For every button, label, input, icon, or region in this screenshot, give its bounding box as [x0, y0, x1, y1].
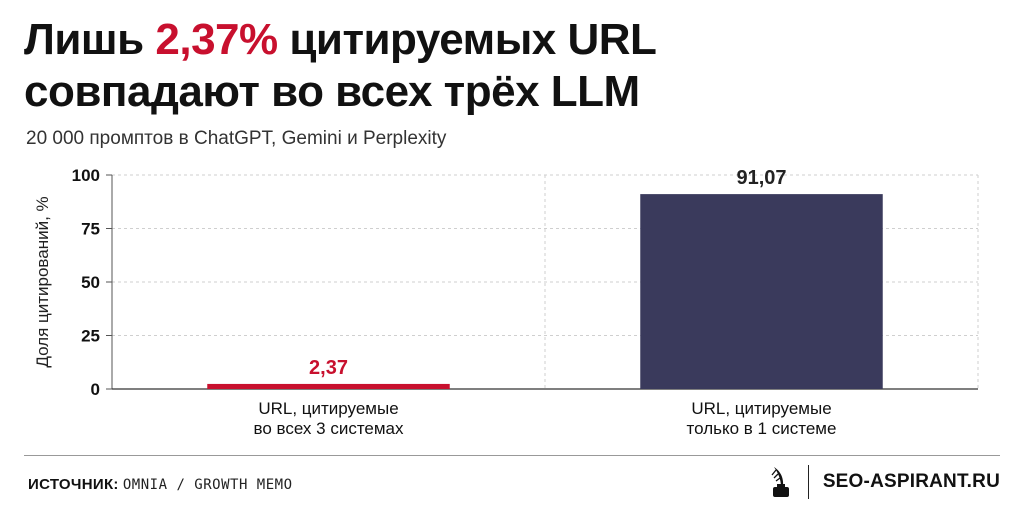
bar-chart: 0 25 50 75 100 Доля цитирований, % 2,37 URL, ци…	[33, 166, 979, 438]
chart-title: Лишь 2,37% цитируемых URL совпадают во в…	[24, 14, 657, 118]
x-tick-label: только в 1 системе	[687, 419, 837, 438]
brand-divider	[807, 465, 809, 499]
y-tick-label: 0	[91, 380, 100, 399]
data-label: 91,07	[736, 167, 786, 189]
inkwell-quill-icon	[771, 467, 789, 497]
brand-block: SEO-ASPIRANT.RU	[766, 464, 1000, 500]
y-axis-label: Доля цитирований, %	[33, 196, 52, 367]
y-tick-label: 25	[81, 327, 100, 346]
data-label: 2,37	[309, 357, 348, 379]
title-suffix: цитируемых URL	[277, 15, 657, 64]
y-tick-label: 50	[81, 273, 100, 292]
x-tick-label: URL, цитируемые	[258, 399, 398, 418]
y-tick-label: 75	[81, 220, 100, 239]
source-note: ИСТОЧНИК: OMNIA / GROWTH MEMO	[28, 476, 293, 493]
chart-subtitle: 20 000 промптов в ChatGPT, Gemini и Perp…	[26, 128, 447, 149]
title-line-2: совпадают во всех трёх LLM	[24, 67, 640, 116]
title-highlight: 2,37%	[155, 15, 278, 64]
brand-name: SEO-ASPIRANT.RU	[822, 471, 1000, 492]
title-prefix: Лишь	[24, 15, 156, 64]
source-value: OMNIA / GROWTH MEMO	[122, 477, 293, 493]
x-tick-label: URL, цитируемые	[691, 399, 831, 418]
y-tick-label: 100	[72, 166, 100, 185]
source-label: ИСТОЧНИК:	[28, 476, 119, 493]
bar	[207, 383, 450, 389]
footer-divider	[24, 455, 1000, 456]
bar	[640, 194, 883, 389]
x-tick-label: во всех 3 системах	[253, 419, 404, 438]
